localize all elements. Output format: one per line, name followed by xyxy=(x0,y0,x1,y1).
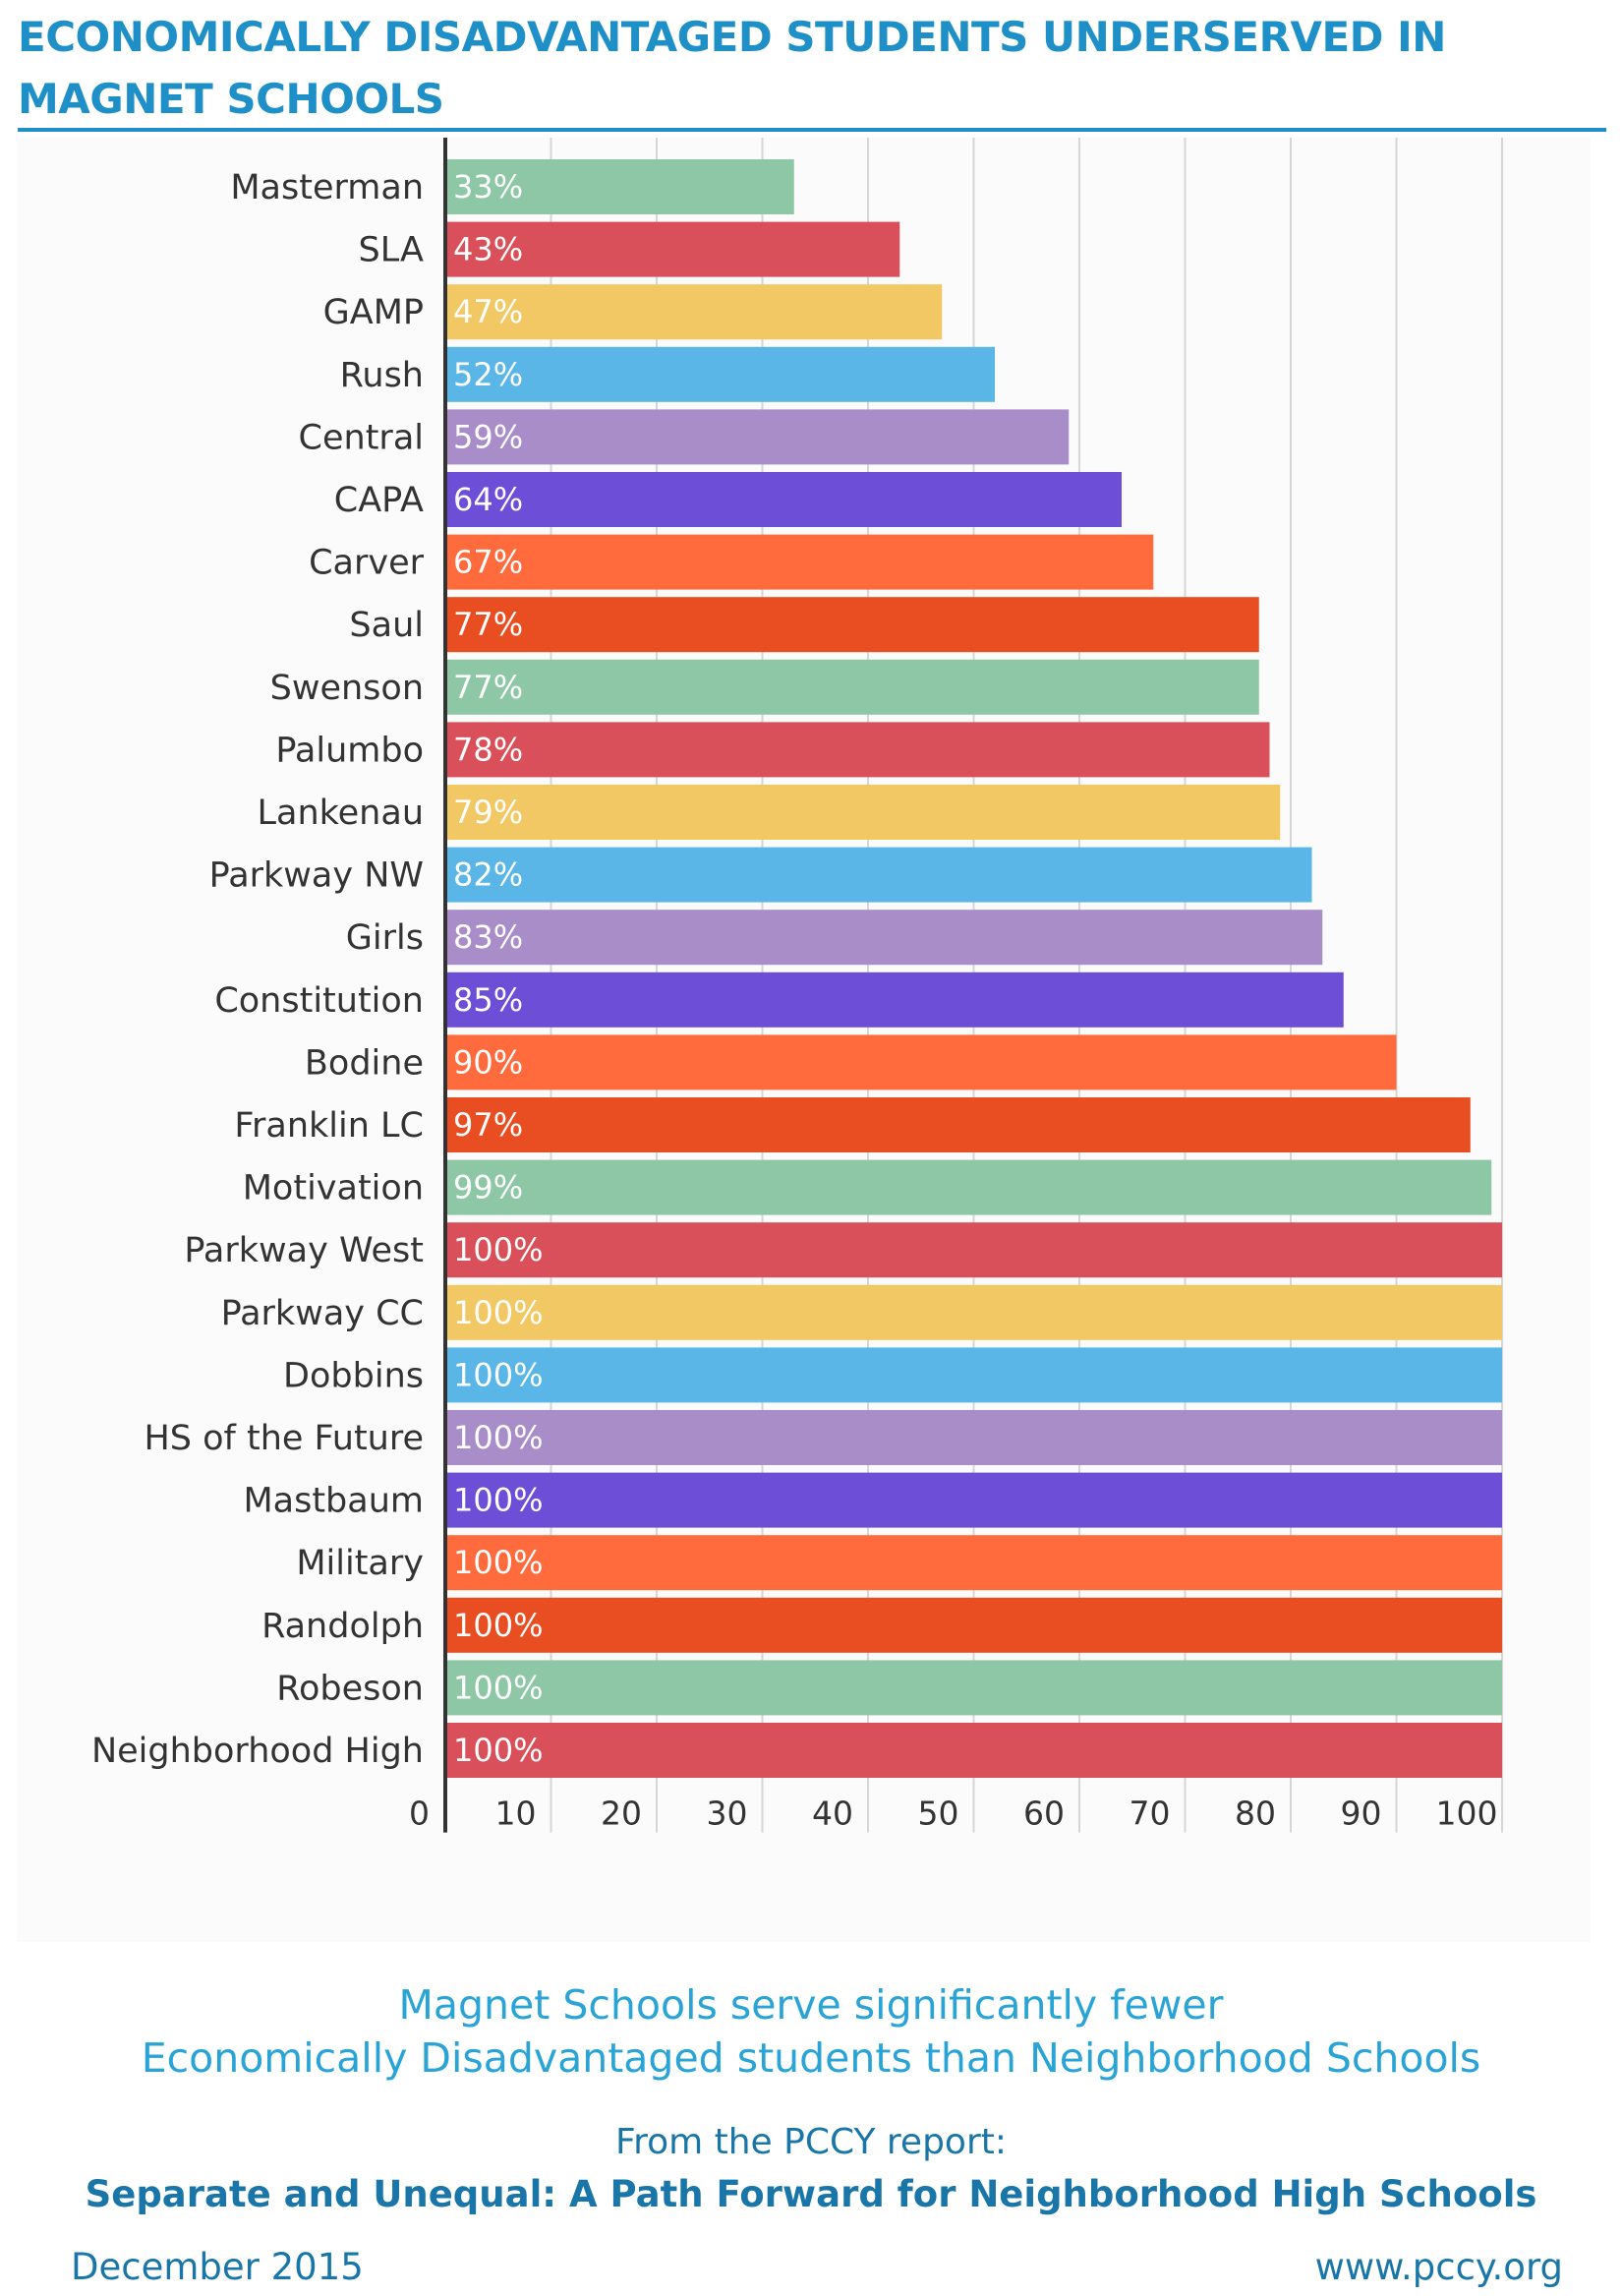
data-label: 82% xyxy=(453,856,523,894)
category-label: HS of the Future xyxy=(144,1419,424,1458)
title-divider xyxy=(18,128,1606,132)
data-label: 33% xyxy=(453,168,523,206)
bar xyxy=(445,472,1122,527)
data-label: 100% xyxy=(453,1231,543,1268)
bar-chart: Masterman 33% SLA 43% GAMP 47% Rush 52% Central 5… xyxy=(91,138,1503,1833)
chart-panel: Masterman 33% SLA 43% GAMP 47% Rush 52% Central 5… xyxy=(18,138,1591,1942)
category-label: Saul xyxy=(349,606,424,645)
x-tick-label: 60 xyxy=(1023,1795,1065,1833)
bar xyxy=(445,346,995,402)
bar xyxy=(445,847,1312,903)
data-label: 99% xyxy=(453,1169,523,1207)
data-label: 67% xyxy=(453,544,523,581)
bar xyxy=(445,1597,1502,1653)
category-label: Constitution xyxy=(214,981,424,1021)
data-label: 97% xyxy=(453,1106,523,1144)
caption-line-1: Magnet Schools serve significantly fewer xyxy=(398,1981,1224,2029)
x-tick-label: 70 xyxy=(1130,1795,1171,1833)
bar xyxy=(445,409,1070,465)
category-label: Parkway CC xyxy=(221,1294,424,1333)
x-tick-label: 90 xyxy=(1341,1795,1382,1833)
bar xyxy=(445,1347,1502,1403)
bar xyxy=(445,597,1259,653)
category-label: SLA xyxy=(359,231,425,270)
bar xyxy=(445,1660,1502,1716)
category-label: Dobbins xyxy=(283,1356,424,1395)
data-label: 83% xyxy=(453,918,523,956)
x-tick-label: 30 xyxy=(707,1795,748,1833)
bar xyxy=(445,659,1259,715)
data-label: 100% xyxy=(453,1419,543,1456)
category-label: Robeson xyxy=(276,1669,424,1708)
category-label: Franklin LC xyxy=(234,1106,424,1146)
bar xyxy=(445,284,943,340)
x-tick-label: 0 xyxy=(409,1795,430,1833)
caption-line-2: Economically Disadvantaged students than… xyxy=(141,2034,1481,2082)
bar xyxy=(445,785,1281,840)
data-label: 85% xyxy=(453,981,523,1019)
category-label: Girls xyxy=(346,918,424,958)
page-title: ECONOMICALLY DISADVANTAGED STUDENTS UNDE… xyxy=(18,13,1446,123)
bar xyxy=(445,1159,1492,1215)
data-label: 78% xyxy=(453,731,523,768)
data-label: 59% xyxy=(453,418,523,455)
category-label: Bodine xyxy=(305,1043,424,1083)
category-label: Mastbaum xyxy=(243,1482,424,1521)
bar xyxy=(445,159,794,214)
source-intro: From the PCCY report: xyxy=(614,2122,1008,2162)
data-label: 100% xyxy=(453,1482,543,1519)
category-label: GAMP xyxy=(323,293,424,332)
x-tick-label: 100 xyxy=(1436,1795,1498,1833)
category-label: Carver xyxy=(309,544,425,583)
data-label: 100% xyxy=(453,1732,543,1769)
data-label: 90% xyxy=(453,1043,523,1081)
bar xyxy=(445,1284,1502,1340)
data-label: 100% xyxy=(453,1669,543,1706)
data-label: 100% xyxy=(453,1607,543,1644)
footer-date: December 2015 xyxy=(71,2246,364,2288)
category-label: Masterman xyxy=(230,168,424,207)
bar xyxy=(445,534,1154,590)
data-label: 43% xyxy=(453,231,523,268)
category-label: Neighborhood High xyxy=(91,1732,424,1771)
category-label: CAPA xyxy=(334,481,424,520)
category-label: Swenson xyxy=(270,669,424,708)
data-label: 100% xyxy=(453,1544,543,1581)
bar xyxy=(445,722,1270,778)
bar xyxy=(445,1410,1502,1465)
footer-url: www.pccy.org xyxy=(1314,2246,1563,2288)
x-tick-label: 80 xyxy=(1235,1795,1276,1833)
data-label: 77% xyxy=(453,606,523,643)
x-tick-label: 50 xyxy=(918,1795,959,1833)
category-label: Central xyxy=(299,418,424,457)
bar xyxy=(445,1034,1397,1090)
category-label: Palumbo xyxy=(275,731,424,770)
x-tick-label: 20 xyxy=(601,1795,642,1833)
bar xyxy=(445,1222,1502,1278)
category-label: Randolph xyxy=(261,1607,424,1646)
bar xyxy=(445,1535,1502,1591)
bar xyxy=(445,971,1344,1028)
data-label: 100% xyxy=(453,1356,543,1393)
category-label: Motivation xyxy=(243,1169,424,1208)
data-label: 47% xyxy=(453,293,523,330)
data-label: 64% xyxy=(453,481,523,518)
category-label: Military xyxy=(296,1544,424,1583)
bar xyxy=(445,221,900,277)
x-tick-label: 10 xyxy=(495,1795,537,1833)
bar xyxy=(445,1472,1502,1528)
data-label: 79% xyxy=(453,794,523,831)
data-label: 77% xyxy=(453,669,523,706)
category-label: Parkway NW xyxy=(209,856,424,896)
bar xyxy=(445,1723,1502,1778)
source-title: Separate and Unequal: A Path Forward for… xyxy=(85,2173,1537,2215)
bar xyxy=(445,1097,1471,1152)
data-label: 100% xyxy=(453,1294,543,1331)
data-label: 52% xyxy=(453,356,523,393)
bar xyxy=(445,910,1323,966)
category-label: Parkway West xyxy=(184,1231,424,1270)
category-label: Rush xyxy=(340,356,424,395)
x-tick-label: 40 xyxy=(812,1795,853,1833)
category-label: Lankenau xyxy=(258,794,425,833)
